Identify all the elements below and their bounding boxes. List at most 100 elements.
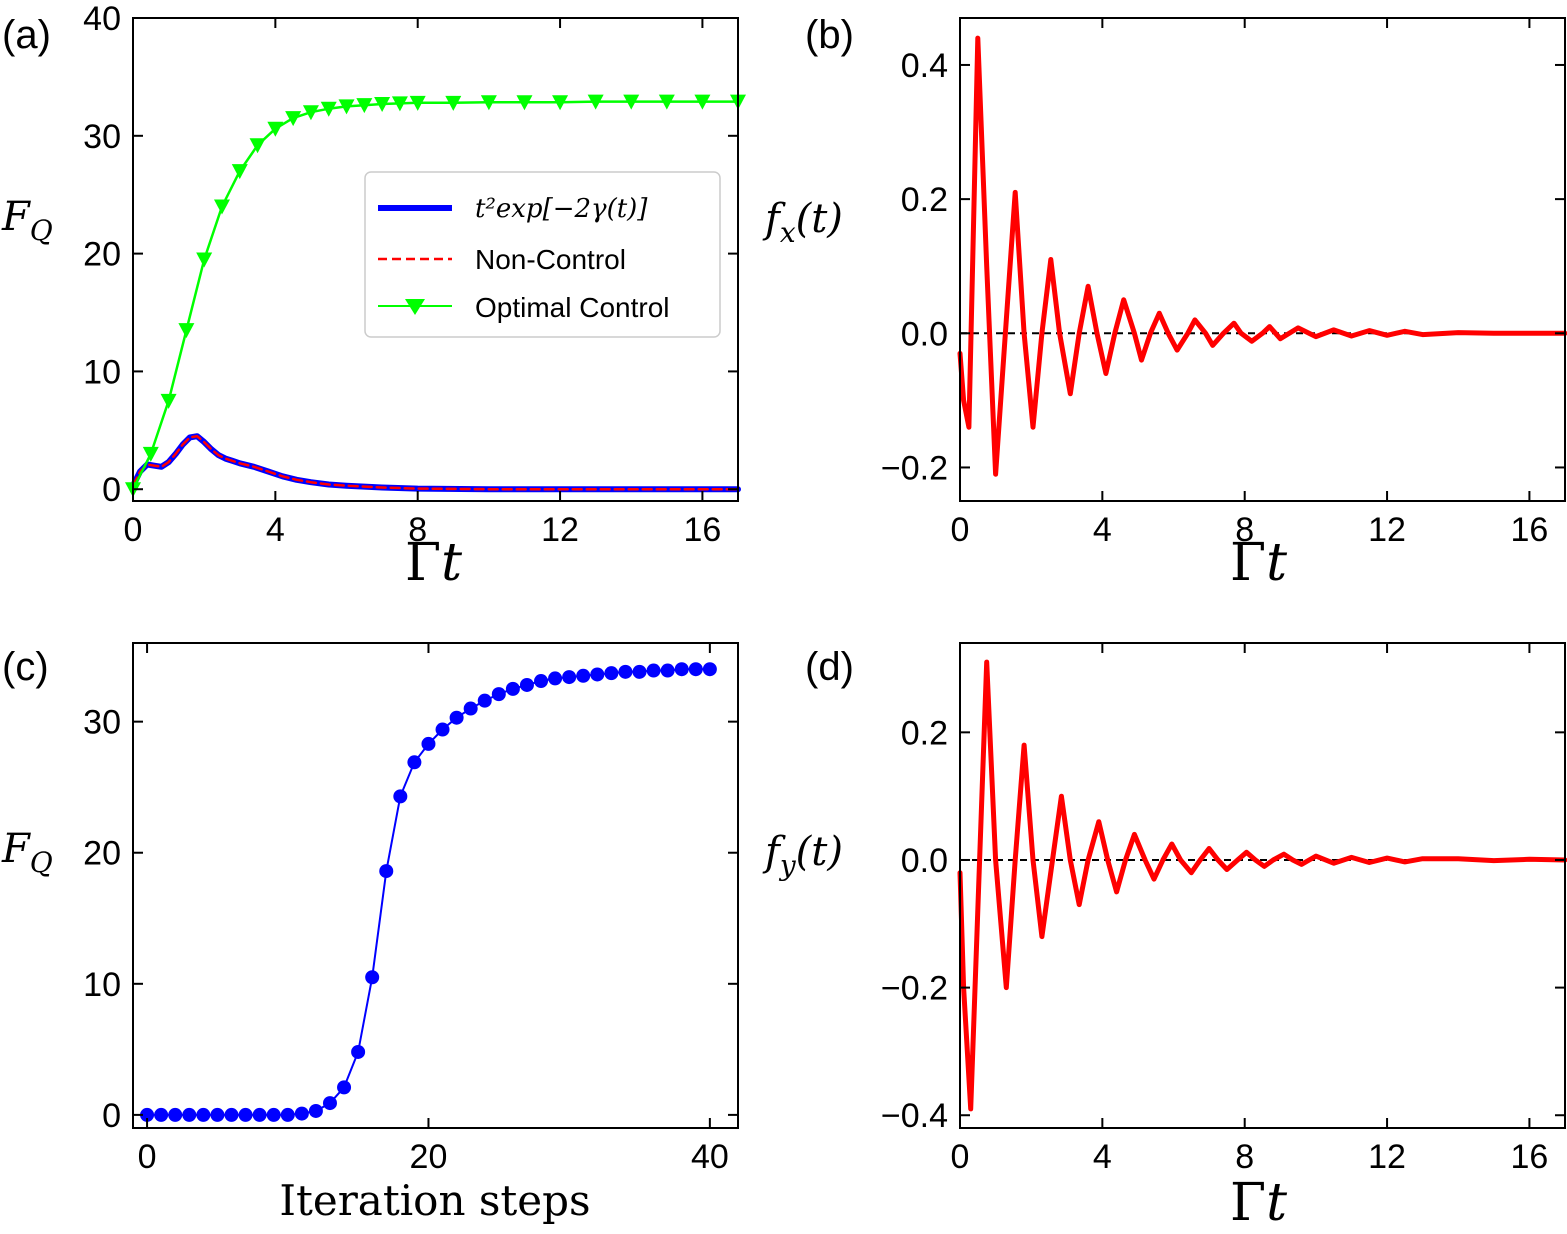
y-tick-label: 0 (102, 1097, 121, 1135)
panel-c-y-ticks: 0 10 20 30 (83, 704, 738, 1135)
data-point-marker (302, 105, 319, 121)
x-tick-label: 8 (1235, 1138, 1254, 1176)
series-line (131, 100, 740, 491)
data-point-marker (391, 96, 408, 112)
series-line (130, 433, 741, 493)
data-point-marker (338, 99, 355, 115)
panel-a-plot-area (125, 94, 746, 498)
y-tick-label: 30 (83, 118, 121, 156)
x-tick-label: 4 (1093, 1138, 1112, 1176)
panel-b-ylabel-arg: (t) (796, 196, 843, 242)
y-tick-label: 0.2 (901, 714, 948, 752)
series-line (146, 668, 711, 1116)
legend-marker-green (405, 299, 425, 315)
x-tick-label: 0 (951, 511, 970, 549)
data-point-marker (660, 663, 675, 678)
data-point-marker (210, 1107, 225, 1122)
panel-a-frame (132, 17, 739, 502)
panel-d-xlabel-gamma: Γ (1230, 1173, 1266, 1233)
y-tick-label: 40 (83, 0, 121, 38)
data-point-marker (587, 94, 604, 110)
legend-label-red: Non-Control (475, 244, 626, 275)
data-point-marker (142, 446, 159, 462)
panel-a-label: (a) (2, 13, 51, 57)
data-point-marker (435, 722, 450, 737)
y-tick-label: 20 (83, 236, 121, 274)
panel-a-xlabel-t: t (441, 533, 462, 593)
panel-b-y-ticks: −0.2 0.0 0.2 0.4 (881, 47, 1565, 487)
panel-b: (b) 0 4 8 12 16 −0.2 0.0 0.2 0.4 Γt fx(t) (762, 13, 1567, 593)
data-point-marker (224, 1107, 239, 1122)
y-tick-label: −0.2 (881, 970, 948, 1008)
data-point-marker (519, 677, 534, 692)
data-point-marker (658, 94, 675, 110)
panel-d-frame (959, 642, 1566, 1129)
panel-d-ylabel-arg: (t) (796, 829, 843, 875)
x-tick-label: 12 (1368, 511, 1406, 549)
panel-d-ylabel: fy(t) (762, 829, 843, 882)
data-point-marker (182, 1107, 197, 1122)
data-point-marker (449, 710, 464, 725)
x-tick-label: 16 (1510, 1138, 1548, 1176)
data-point-marker (252, 1107, 267, 1122)
panel-c: (c) 0 20 40 0 10 20 30 Iteration steps FQ (1, 642, 739, 1225)
panel-a-legend: t²exp[−2γ(t)] Non-Control Optimal Contro… (364, 171, 721, 338)
x-tick-label: 40 (691, 1138, 729, 1176)
panel-c-frame (132, 642, 739, 1129)
x-tick-label: 16 (683, 511, 721, 549)
data-point-marker (562, 670, 577, 685)
panel-d-xlabel: Γt (1230, 1173, 1287, 1233)
y-tick-label: 30 (83, 704, 121, 742)
data-point-marker (694, 94, 711, 110)
data-point-marker (337, 1080, 352, 1095)
data-point-marker (196, 252, 213, 268)
data-point-marker (322, 1096, 337, 1111)
x-tick-label: 0 (951, 1138, 970, 1176)
panel-d-label: (d) (805, 645, 854, 689)
panel-d-ylabel-sub: y (778, 849, 797, 882)
panel-a: (a) 0 4 8 12 16 0 10 20 30 40 Γt FQ t²exp[−2γ(t)… (1, 0, 746, 593)
panel-c-x-ticks: 0 20 40 (138, 643, 729, 1176)
panel-b-xlabel-t: t (1266, 533, 1287, 593)
panel-b-xlabel-gamma: Γ (1230, 533, 1266, 593)
y-tick-label: 20 (83, 835, 121, 873)
panel-d-plot-area (957, 659, 1567, 1112)
data-point-marker (374, 96, 391, 112)
panel-a-y-ticks: 0 10 20 30 40 (83, 0, 738, 509)
y-tick-label: 10 (83, 966, 121, 1004)
data-point-marker (280, 1107, 295, 1122)
data-point-marker (178, 323, 195, 339)
data-point-marker (674, 662, 689, 677)
data-point-marker (491, 687, 506, 702)
data-point-marker (623, 94, 640, 110)
y-tick-label: 0 (102, 471, 121, 509)
data-point-marker (604, 666, 619, 681)
data-point-marker (365, 970, 380, 985)
panel-c-label: (c) (2, 645, 49, 689)
series-line (131, 434, 740, 491)
data-point-marker (294, 1106, 309, 1121)
panel-b-frame (959, 17, 1566, 502)
data-point-marker (249, 138, 266, 154)
panel-c-plot-area (140, 662, 717, 1122)
legend-label-green: Optimal Control (475, 292, 670, 323)
data-point-marker (231, 164, 248, 180)
y-tick-label: −0.4 (881, 1097, 948, 1135)
data-point-marker (618, 664, 633, 679)
data-point-marker (168, 1107, 183, 1122)
panel-c-ylabel-f: F (1, 826, 31, 872)
panel-b-ylabel-sub: x (780, 216, 796, 249)
y-tick-label: 0.0 (901, 842, 948, 880)
data-point-marker (267, 121, 284, 137)
y-tick-label: 0.2 (901, 181, 948, 219)
data-point-marker (445, 95, 462, 111)
data-point-marker (421, 736, 436, 751)
data-point-marker (463, 701, 478, 716)
x-tick-label: 8 (1235, 511, 1254, 549)
series-line (957, 659, 1567, 1112)
panel-a-ylabel-f: F (1, 194, 31, 240)
data-point-marker (576, 668, 591, 683)
x-tick-label: 8 (408, 511, 427, 549)
data-point-marker (407, 755, 422, 770)
panel-b-label: (b) (805, 13, 854, 57)
